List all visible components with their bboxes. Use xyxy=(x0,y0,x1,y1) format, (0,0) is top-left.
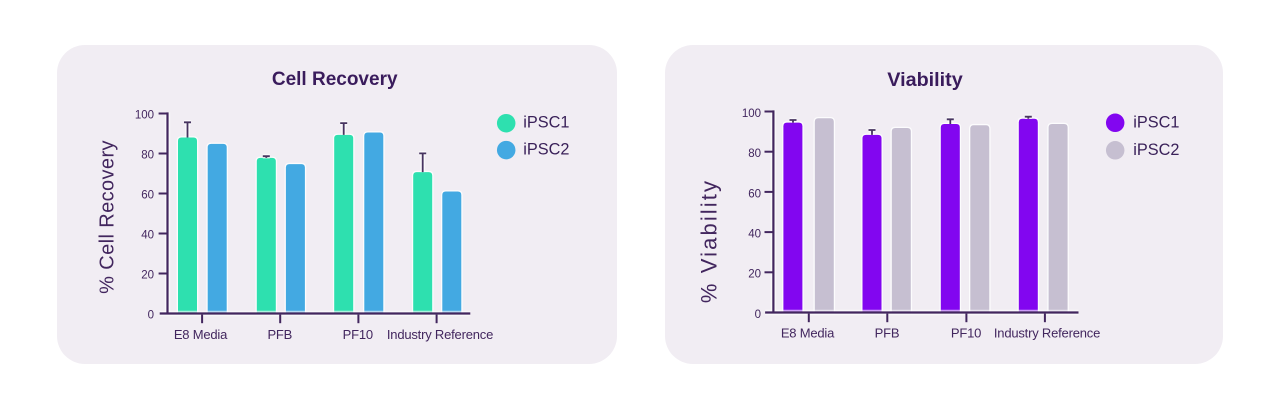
svg-text:100: 100 xyxy=(742,108,761,120)
svg-text:Viability: Viability xyxy=(887,69,963,91)
svg-text:60: 60 xyxy=(141,190,154,202)
svg-text:60: 60 xyxy=(748,188,761,200)
svg-text:PF10: PF10 xyxy=(343,327,373,342)
svg-text:80: 80 xyxy=(141,150,154,162)
svg-text:iPSC2: iPSC2 xyxy=(523,140,569,158)
svg-text:PFB: PFB xyxy=(875,326,900,341)
svg-text:PFB: PFB xyxy=(267,327,292,342)
svg-text:E8 Media: E8 Media xyxy=(174,327,228,342)
svg-text:Industry Reference: Industry Reference xyxy=(994,326,1100,341)
svg-text:iPSC1: iPSC1 xyxy=(523,114,569,132)
svg-text:% Cell Recovery: % Cell Recovery xyxy=(97,140,119,294)
svg-text:100: 100 xyxy=(135,110,154,122)
svg-text:0: 0 xyxy=(148,310,154,322)
svg-text:40: 40 xyxy=(748,229,761,241)
svg-text:PF10: PF10 xyxy=(951,326,981,341)
svg-text:iPSC2: iPSC2 xyxy=(1133,141,1179,159)
svg-text:Industry Reference: Industry Reference xyxy=(387,327,493,342)
svg-text:0: 0 xyxy=(755,309,761,321)
svg-text:20: 20 xyxy=(141,270,154,282)
svg-text:Cell Recovery: Cell Recovery xyxy=(272,69,398,90)
svg-text:20: 20 xyxy=(748,269,761,281)
svg-text:E8 Media: E8 Media xyxy=(781,326,835,341)
svg-text:40: 40 xyxy=(141,230,154,242)
svg-text:iPSC1: iPSC1 xyxy=(1133,113,1179,131)
svg-text:% Viability: % Viability xyxy=(697,179,722,303)
svg-text:80: 80 xyxy=(748,148,761,160)
